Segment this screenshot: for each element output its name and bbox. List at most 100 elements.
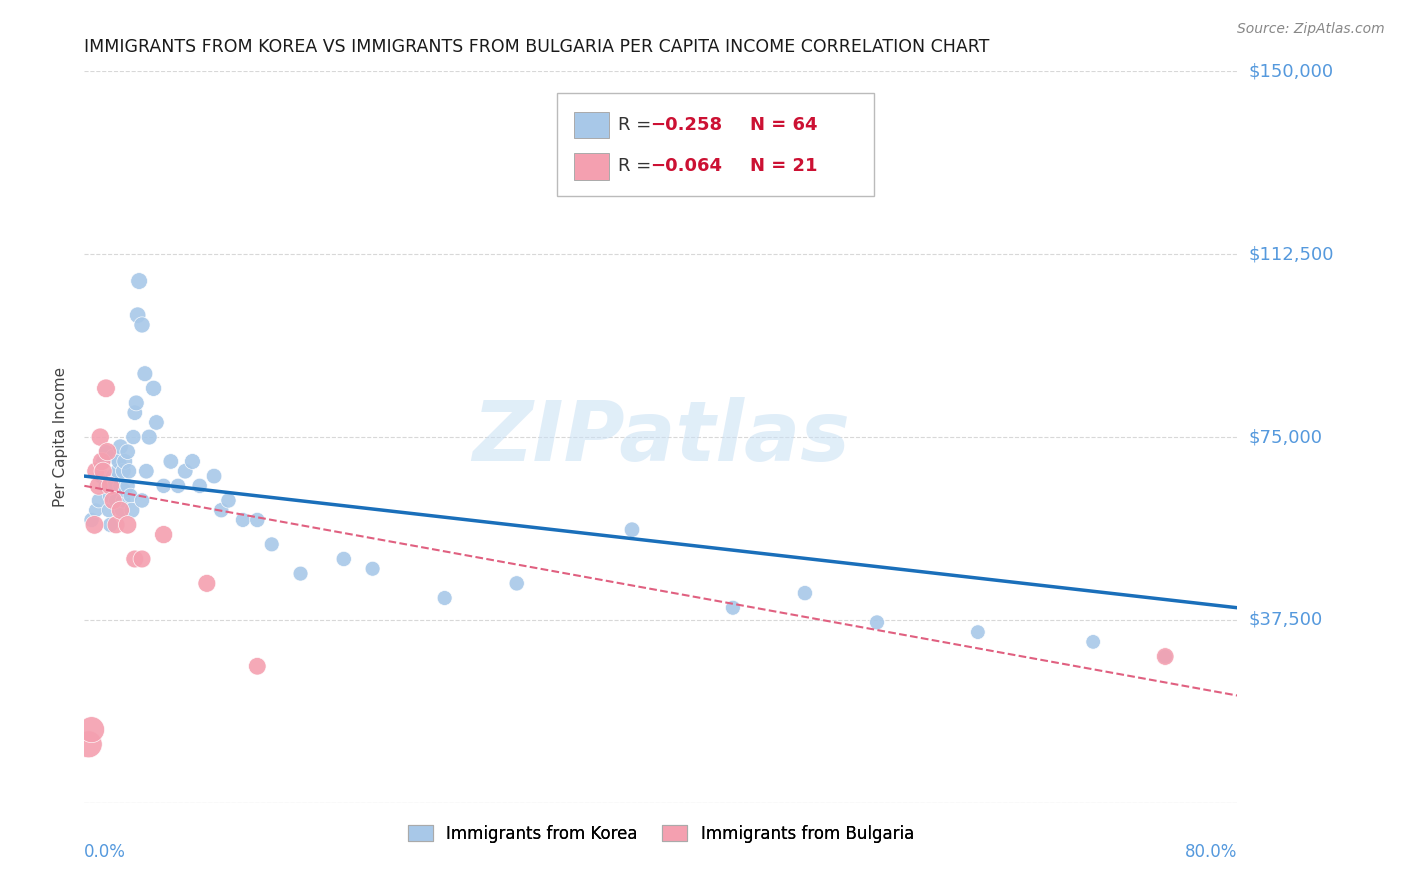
- Text: $75,000: $75,000: [1249, 428, 1323, 446]
- Point: [84, 503, 107, 517]
- Point: [103, 450, 124, 464]
- Text: R =: R =: [619, 116, 657, 134]
- Point: [131, 552, 153, 566]
- Point: [122, 430, 145, 444]
- Point: [174, 464, 197, 478]
- Point: [866, 615, 889, 630]
- Point: [117, 479, 139, 493]
- Text: −0.258: −0.258: [651, 116, 723, 134]
- Text: $37,500: $37,500: [1249, 611, 1323, 629]
- Point: [91, 454, 114, 468]
- Point: [94, 479, 117, 493]
- Point: [721, 600, 744, 615]
- Point: [118, 464, 141, 478]
- Point: [218, 493, 240, 508]
- Point: [104, 479, 127, 493]
- Point: [105, 493, 128, 508]
- Point: [167, 479, 190, 493]
- FancyBboxPatch shape: [575, 112, 609, 138]
- FancyBboxPatch shape: [575, 153, 609, 179]
- Point: [90, 454, 112, 468]
- Point: [124, 552, 146, 566]
- Text: IMMIGRANTS FROM KOREA VS IMMIGRANTS FROM BULGARIA PER CAPITA INCOME CORRELATION : IMMIGRANTS FROM KOREA VS IMMIGRANTS FROM…: [84, 38, 990, 56]
- Point: [202, 469, 225, 483]
- Point: [80, 513, 103, 527]
- Text: N = 21: N = 21: [749, 158, 817, 176]
- Point: [361, 562, 384, 576]
- Point: [103, 493, 124, 508]
- Point: [967, 625, 990, 640]
- Point: [117, 517, 139, 532]
- Text: R =: R =: [619, 158, 657, 176]
- Point: [80, 723, 103, 737]
- Point: [114, 483, 136, 498]
- Point: [260, 537, 283, 551]
- Point: [94, 444, 117, 458]
- Point: [209, 503, 232, 517]
- Text: $112,500: $112,500: [1249, 245, 1334, 263]
- Point: [89, 430, 111, 444]
- Point: [77, 737, 100, 751]
- Text: $150,000: $150,000: [1249, 62, 1334, 80]
- Point: [433, 591, 456, 605]
- Point: [145, 416, 167, 430]
- Point: [111, 503, 134, 517]
- Point: [110, 503, 132, 517]
- Point: [84, 464, 107, 478]
- Point: [134, 367, 156, 381]
- Point: [128, 274, 150, 288]
- Text: −0.064: −0.064: [651, 158, 723, 176]
- Point: [1154, 649, 1177, 664]
- Point: [181, 454, 204, 468]
- Point: [195, 576, 218, 591]
- Point: [131, 493, 153, 508]
- Point: [98, 489, 121, 503]
- Point: [120, 489, 142, 503]
- Text: 80.0%: 80.0%: [1185, 843, 1237, 861]
- Point: [121, 503, 143, 517]
- Point: [98, 517, 121, 532]
- FancyBboxPatch shape: [557, 94, 875, 195]
- Point: [90, 469, 112, 483]
- Point: [152, 479, 174, 493]
- Point: [1083, 635, 1105, 649]
- Point: [246, 513, 269, 527]
- Point: [94, 381, 117, 395]
- Point: [114, 454, 136, 468]
- Point: [87, 479, 110, 493]
- Point: [232, 513, 254, 527]
- Point: [333, 552, 356, 566]
- Point: [97, 503, 120, 517]
- Point: [107, 464, 129, 478]
- Point: [794, 586, 817, 600]
- Point: [246, 659, 269, 673]
- Point: [188, 479, 211, 493]
- Text: ZIPatlas: ZIPatlas: [472, 397, 849, 477]
- Point: [506, 576, 529, 591]
- Point: [124, 406, 146, 420]
- Point: [1154, 649, 1177, 664]
- Point: [127, 308, 149, 322]
- Point: [83, 517, 105, 532]
- Y-axis label: Per Capita Income: Per Capita Income: [53, 367, 69, 508]
- Point: [110, 440, 132, 454]
- Text: 0.0%: 0.0%: [84, 843, 127, 861]
- Point: [125, 396, 148, 410]
- Point: [91, 464, 114, 478]
- Point: [152, 527, 174, 541]
- Point: [112, 493, 135, 508]
- Point: [112, 464, 135, 478]
- Point: [138, 430, 160, 444]
- Point: [290, 566, 312, 581]
- Point: [621, 523, 644, 537]
- Point: [131, 318, 153, 332]
- Text: N = 64: N = 64: [749, 116, 817, 134]
- Point: [103, 469, 124, 483]
- Point: [160, 454, 183, 468]
- Legend: Immigrants from Korea, Immigrants from Bulgaria: Immigrants from Korea, Immigrants from B…: [401, 818, 921, 849]
- Point: [108, 454, 131, 468]
- Point: [117, 444, 139, 458]
- Point: [98, 479, 121, 493]
- Point: [96, 444, 118, 458]
- Point: [142, 381, 165, 395]
